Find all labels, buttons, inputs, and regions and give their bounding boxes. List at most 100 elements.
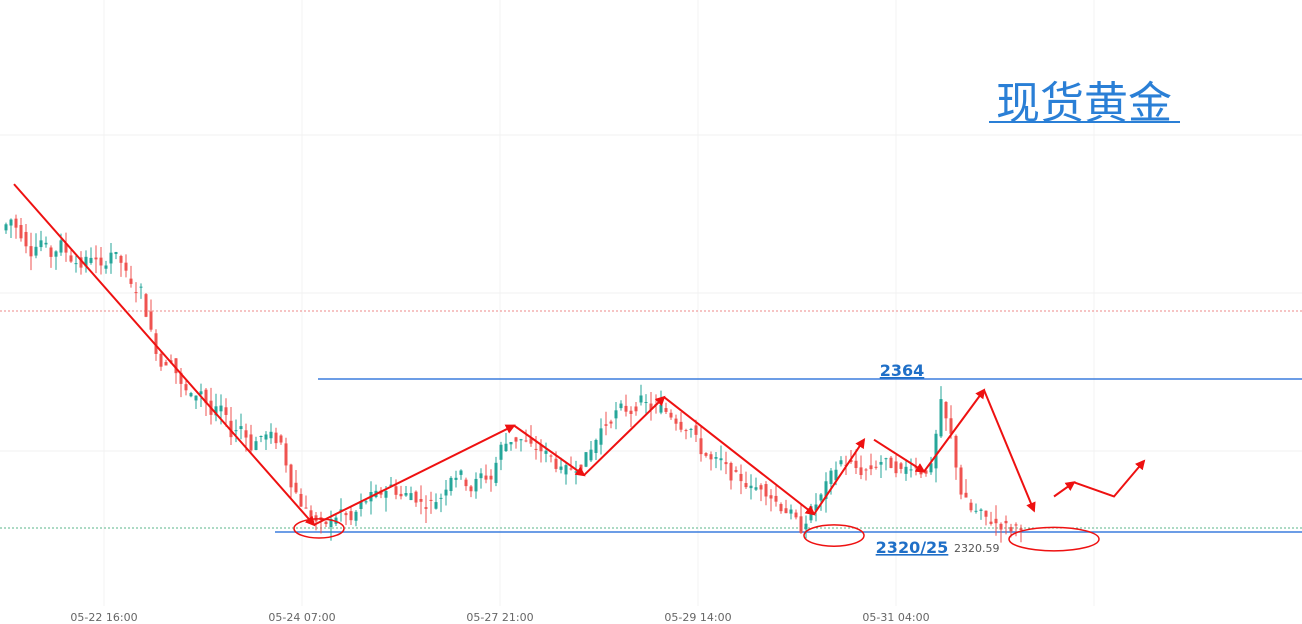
candle-body [9,219,13,226]
chart-title: 现货黄金 [996,78,1172,129]
candle-body [544,450,548,454]
trend-arrow [923,388,986,473]
candle-body [734,470,738,472]
candle-body [204,389,208,404]
candle-body [39,240,43,248]
bottom-circle [803,524,865,547]
trend-arrow [513,424,586,477]
candle-body [704,453,708,456]
candle-body [794,512,798,518]
candle-body [984,510,988,517]
candle-body [399,493,403,497]
candle-body [4,224,8,231]
candle-body [24,231,28,247]
candles [4,214,1023,543]
candle-body [154,333,158,354]
candle-body [354,511,358,521]
candle-body [164,362,168,366]
candle-body [569,468,573,470]
candle-body [274,432,278,444]
candle-body [859,467,863,476]
candle-body [194,395,198,401]
x-tick-label: 05-22 16:00 [70,611,137,624]
candle-body [34,246,38,256]
candle-body [629,410,633,414]
candle-body [529,438,533,444]
candle-body [84,256,88,267]
candle-body [559,466,563,470]
candle-body [774,495,778,502]
candle-body [309,510,313,521]
candle-body [184,384,188,391]
candle-body [264,434,268,440]
x-tick-label: 05-24 07:00 [268,611,335,624]
candle-body [364,501,368,503]
candle-body [924,470,928,474]
candle-body [214,406,218,416]
candle-body [99,257,103,266]
candle-body [494,462,498,483]
candle-body [429,499,433,501]
candle-body [899,463,903,469]
candle-body [539,444,543,452]
trend-arrow [983,389,1036,513]
candle-body [934,433,938,469]
candle-body [239,426,243,430]
candle-body [964,492,968,498]
candle-body [59,240,63,253]
trend-arrow [313,424,516,526]
candle-body [189,393,193,397]
candle-body [444,489,448,496]
candle-body [254,441,258,450]
candle-body [999,523,1003,530]
candle-body [729,462,733,481]
trend-arrow [1053,481,1076,498]
candle-body [289,464,293,488]
candle-body [54,251,58,257]
candle-body [889,457,893,468]
candle-body [989,521,993,524]
candle-body [759,485,763,490]
candle-body [824,481,828,499]
current-price-label: 2320.59 [954,542,1000,555]
candle-body [344,513,348,516]
candle-body [864,469,868,471]
candle-body [594,439,598,453]
candle-body [604,424,608,426]
candle-body [524,440,528,442]
candle-body [754,487,758,490]
candle-body [384,490,388,498]
candle-body [814,504,818,511]
candle-body [679,421,683,430]
candle-body [874,466,878,468]
candle-body [954,435,958,468]
grid [0,0,1302,606]
candle-body [779,504,783,512]
candle-body [669,412,673,418]
candle-body [894,461,898,474]
candle-body [719,458,723,461]
candle-body [439,497,443,499]
candle-body [114,252,118,255]
candle-body [219,405,223,412]
candle-body [79,257,83,268]
candle-body [739,473,743,482]
candle-body [644,402,648,404]
candle-body [949,418,953,434]
candle-body [884,458,888,460]
candle-body [649,403,653,410]
candle-body [764,484,768,497]
candle-body [819,494,823,501]
candle-body [929,463,933,473]
candle-body [609,421,613,424]
candle-body [279,435,283,443]
candle-body [939,399,943,437]
level-lines [275,378,1302,533]
candle-body [709,454,713,460]
candle-body [259,435,263,437]
candle-body [294,482,298,493]
resistance-label: 2364 [880,361,925,380]
candle-body [979,509,983,511]
candle-body [359,501,363,510]
